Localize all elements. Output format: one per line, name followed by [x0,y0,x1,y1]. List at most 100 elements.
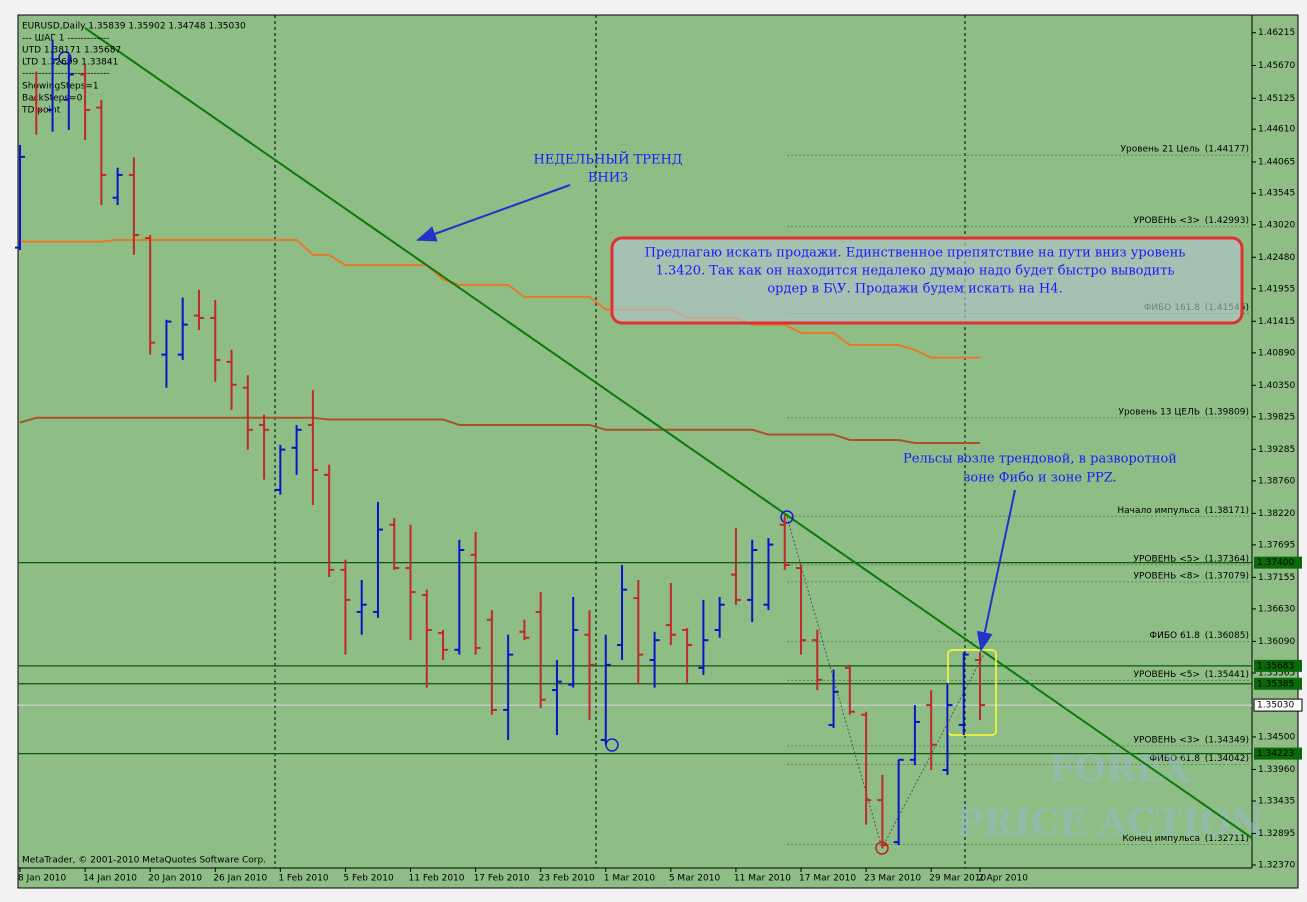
y-tick-label: 1.32370 [1258,860,1295,870]
header-line: LTD 1.32699 1.33841 [22,58,118,68]
header-line: EURUSD,Daily 1.35839 1.35902 1.34748 1.3… [22,22,246,32]
note-text: 1.3420. Так как он находится недалеко ду… [656,264,1175,279]
header-line: --------------------------- [22,69,110,79]
level-name: Конец импульса [1122,834,1200,844]
y-tick-label: 1.40350 [1258,381,1295,391]
level-name: Начало импульса [1117,506,1200,516]
level-name: Уровень 21 Цель [1121,145,1201,155]
indicator-layer: Уровень 21 Цель (1.44177) УРОВЕНЬ <3> (1.42… [18,145,1252,845]
watermark: PRICE ACTION [957,802,1264,844]
y-tick-label: 1.37695 [1258,540,1295,550]
y-tick-label: 1.39285 [1258,445,1295,455]
y-tick-label: 1.43545 [1258,189,1295,199]
x-tick-label: 17 Mar 2010 [799,874,856,884]
price-tag-label: 1.35683 [1257,661,1294,671]
y-tick-label: 1.41415 [1258,317,1295,327]
y-tick-label: 1.33435 [1258,796,1295,806]
y-tick-label: 1.33960 [1258,765,1295,775]
x-tick-label: 17 Feb 2010 [474,874,530,884]
note-text: Предлагаю искать продажи. Единственное п… [645,246,1186,261]
level-value: (1.37364) [1205,554,1249,564]
level-name: ФИБО 61.8 [1149,631,1200,641]
pivot-circle [780,510,794,524]
y-tick-label: 1.38220 [1258,509,1295,519]
level-value: (1.34042) [1205,754,1249,764]
level-value: (1.35441) [1205,670,1249,680]
x-tick-label: 1 Feb 2010 [278,874,329,884]
y-tick-label: 1.32895 [1258,829,1295,839]
y-tick-label: 1.38760 [1258,476,1295,486]
x-tick-label: 20 Jan 2010 [148,874,202,884]
x-tick-label: 2 Apr 2010 [978,874,1028,884]
x-tick-label: 11 Feb 2010 [409,874,465,884]
level-value: (1.34349) [1205,736,1249,746]
price-tag [1254,677,1302,690]
y-tick-label: 1.43020 [1258,220,1295,230]
price-tag-label: 1.34223 [1257,749,1294,759]
note-text: ордер в Б\У. Продажи будем искать на Н4. [767,282,1062,297]
x-tick-label: 8 Jan 2010 [18,874,66,884]
x-tick-label: 23 Mar 2010 [864,874,921,884]
header-line: ShowingSteps=1 [22,82,99,92]
y-tick-label: 1.34500 [1258,732,1295,742]
level-name: УРОВЕНЬ <5> [1134,670,1200,680]
y-tick-label: 1.45670 [1258,61,1295,71]
annotation: Рельсы возле трендовой, в разворотной [903,452,1177,467]
level-name: Уровень 13 ЦЕЛЬ [1118,407,1200,417]
y-tick-label: 1.37155 [1258,573,1295,583]
price-tag [1254,747,1302,760]
level-value: (1.38171) [1205,506,1249,516]
trend-line [84,27,1253,839]
y-tick-label: 1.36090 [1258,637,1295,647]
y-tick-label: 1.41955 [1258,284,1295,294]
header-line: --- ШАГ 1 ------------- [22,34,110,44]
price-tag-label: 1.37400 [1257,558,1294,568]
note-box [610,236,1244,325]
level-value: (1.36085) [1205,631,1249,641]
level-name: УРОВЕНЬ <5> [1134,554,1200,564]
y-tick-label: 1.44065 [1258,157,1295,167]
annotation: ВНИЗ [588,171,628,186]
x-tick-label: 11 Mar 2010 [734,874,791,884]
pivot-circle [58,51,72,65]
x-tick-label: 14 Jan 2010 [83,874,137,884]
level-value: (1.44177) [1205,145,1249,155]
level-value: (1.42993) [1205,216,1249,226]
price-tag [1254,556,1302,569]
indicator-line [19,416,980,445]
level-value: (1.32711) [1205,834,1249,844]
current-price-label: 1.35030 [1257,701,1294,711]
period-separators [274,15,966,868]
x-tick-label: 5 Feb 2010 [343,874,394,884]
y-tick-label: 1.44610 [1258,125,1295,135]
annotation: зоне Фибо и зоне PPZ. [963,471,1116,486]
y-tick-label: 1.40890 [1258,348,1295,358]
y-tick-label: 1.36630 [1258,604,1295,614]
y-tick-label: 1.42480 [1258,253,1295,263]
footer: MetaTrader, © 2001-2010 MetaQuotes Softw… [22,856,266,866]
price-tag [1254,659,1302,672]
current-price-tag [1253,698,1303,712]
y-tick-label: 1.46215 [1258,28,1295,38]
pivot-circle [605,738,619,752]
x-tick-label: 5 Mar 2010 [669,874,721,884]
x-tick-label: 29 Mar 2010 [929,874,986,884]
level-name: УРОВЕНЬ <3> [1134,736,1200,746]
indicator-line [20,238,980,359]
y-tick-label: 1.45125 [1258,94,1295,104]
level-name: ФИБО 61.8 [1149,754,1200,764]
x-tick-label: 26 Jan 2010 [213,874,267,884]
level-name: УРОВЕНЬ <8> [1134,571,1200,581]
header-line: UTD 1.38171 1.35687 [22,46,121,56]
annotation: НЕДЕЛЬНЫЙ ТРЕНД [534,151,683,168]
y-tick-label: 1.35565 [1258,668,1295,678]
level-name: УРОВЕНЬ <3> [1134,216,1200,226]
arrow [976,489,1016,652]
arrow [416,184,571,242]
watermark: FOREX [1049,748,1191,790]
level-value: (1.37079) [1205,571,1249,581]
x-tick-label: 23 Feb 2010 [539,874,595,884]
plot-background [17,14,1299,889]
